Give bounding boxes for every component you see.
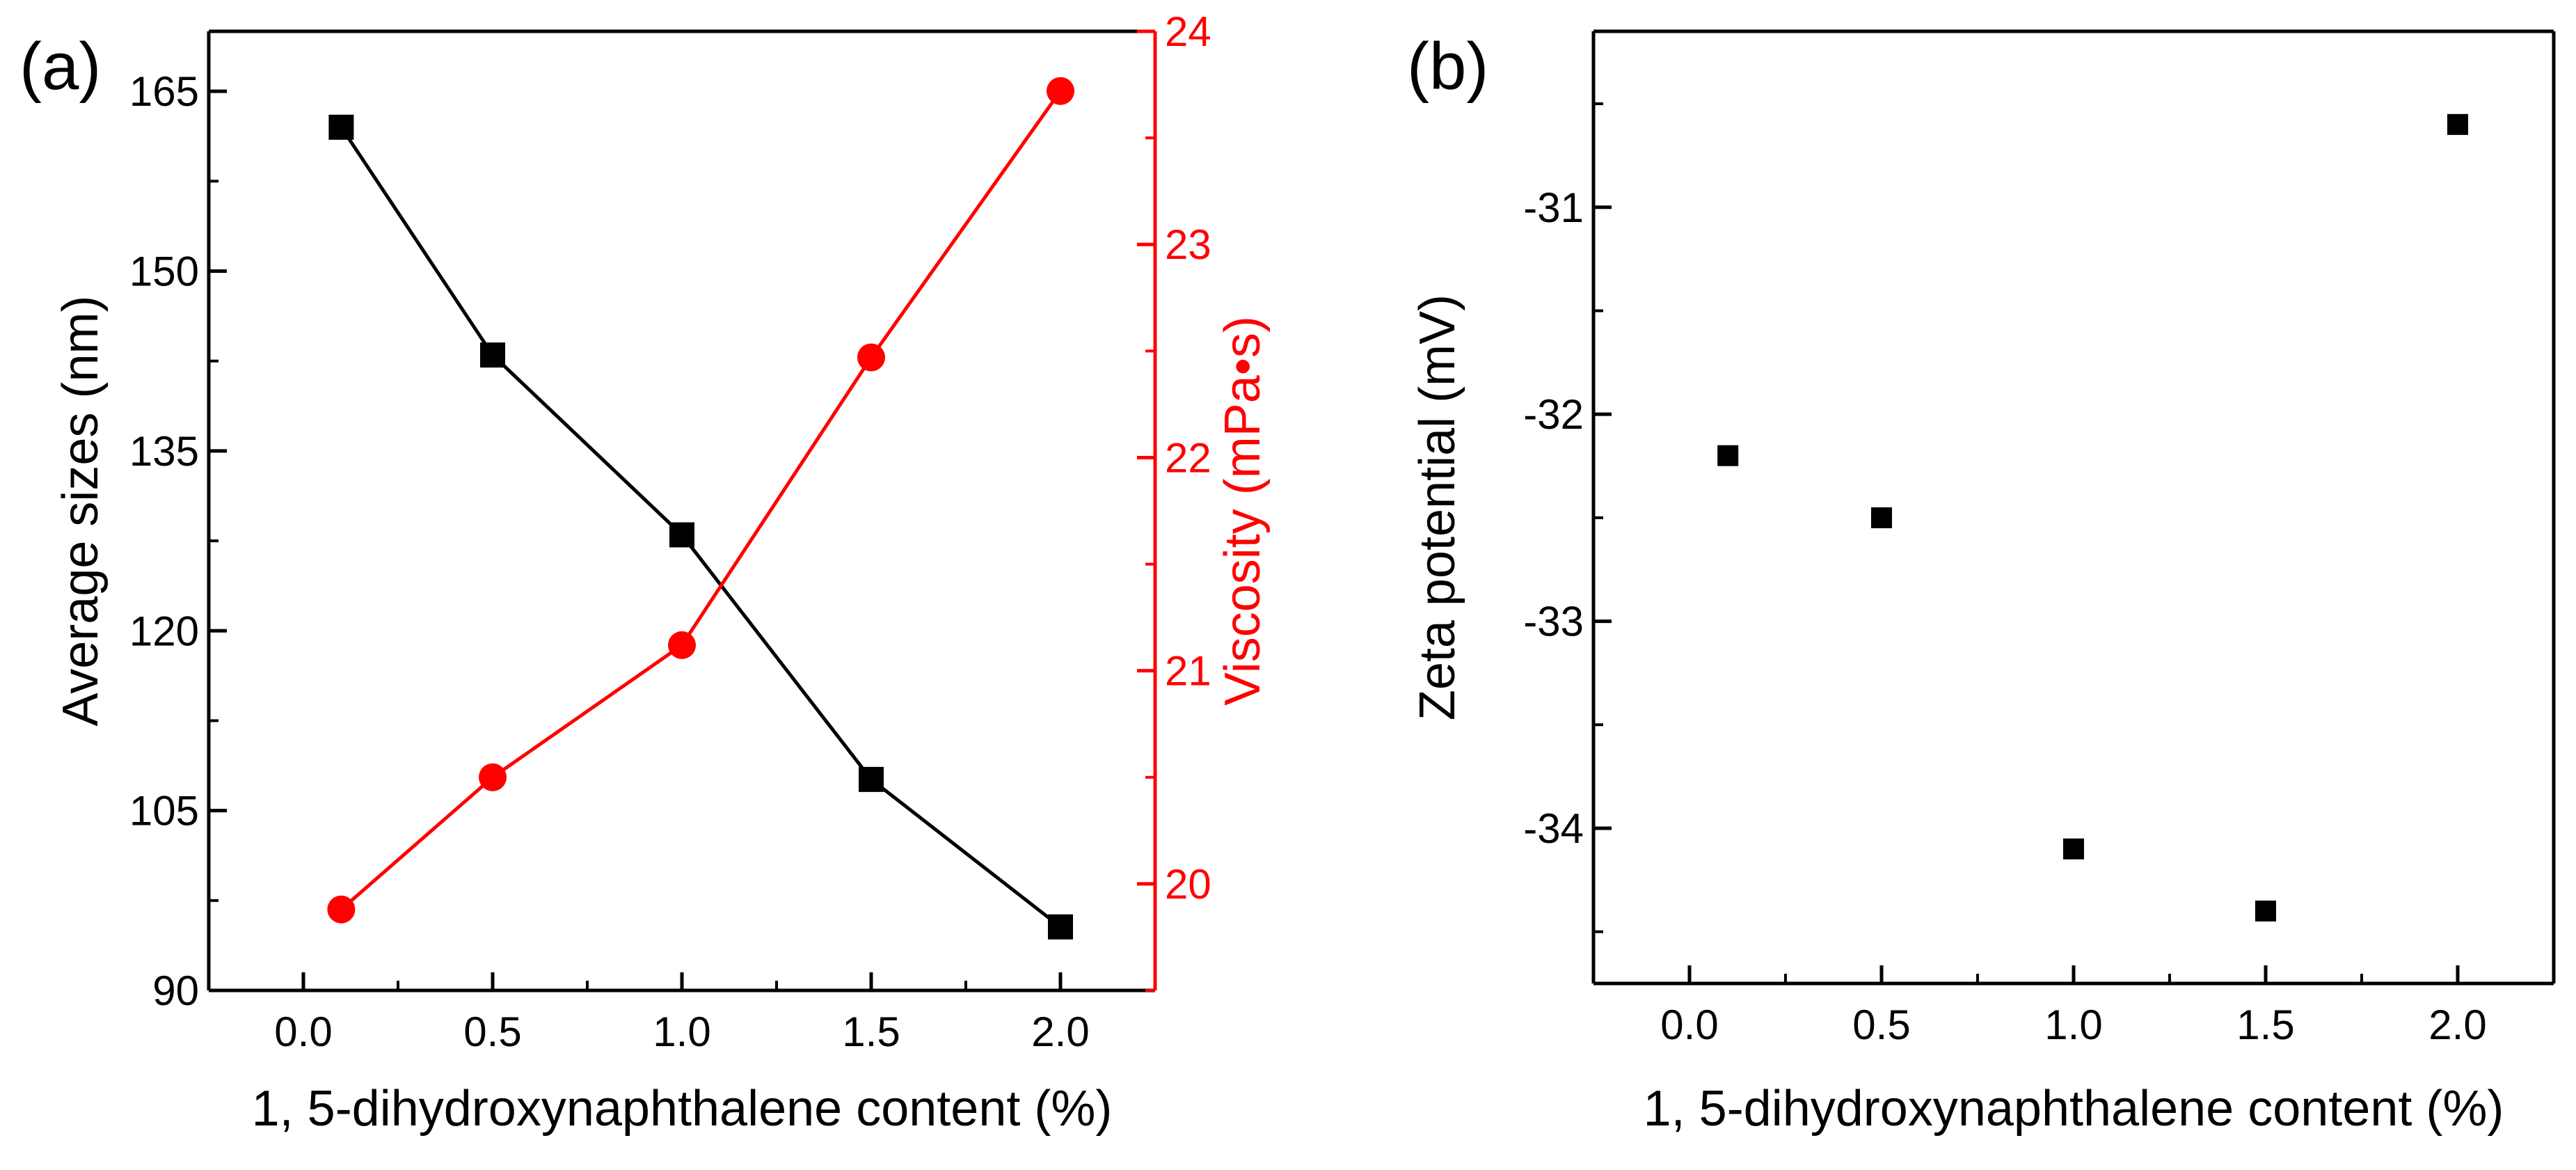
data-point-average-sizes: [859, 766, 884, 792]
data-point-viscosity: [1047, 77, 1074, 105]
x-tick-label: 1.5: [842, 1009, 900, 1055]
y-tick-label: 90: [152, 967, 199, 1014]
x-tick-label: 2.0: [2428, 1002, 2486, 1048]
x-axis-title: 1, 5-dihydroxynaphthalene content (%): [1644, 1081, 2504, 1137]
y-axis-title: Zeta potential (mV): [1410, 294, 1465, 720]
panel-a-label: (a): [19, 29, 101, 104]
y-tick-label: 135: [129, 428, 199, 475]
data-point-average-sizes: [1048, 914, 1073, 940]
y2-tick-label: 21: [1165, 648, 1211, 695]
x-tick-label: 1.0: [2044, 1002, 2102, 1048]
x-tick-label: 0.5: [1852, 1002, 1910, 1048]
y-axis-title: Average sizes (nm): [53, 296, 109, 727]
panel-b-label: (b): [1407, 29, 1488, 104]
data-point-viscosity: [479, 763, 507, 791]
y-tick-label: -34: [1523, 805, 1584, 852]
x-tick-label: 0.0: [274, 1009, 332, 1055]
x-tick-label: 0.5: [463, 1009, 521, 1055]
y2-tick-label: 23: [1165, 221, 1211, 268]
data-point-zeta-potential: [1717, 445, 1739, 466]
y-tick-label: -31: [1523, 184, 1584, 231]
panel-b: (b) 0.0 0.5 1.0 1.5 2.0 -34 -33 -32 -31 1, 5-dihy…: [1407, 29, 2556, 1137]
data-point-zeta-potential: [2255, 900, 2276, 922]
y-tick-label: 165: [129, 68, 199, 115]
y-tick-label: -32: [1523, 391, 1584, 438]
data-point-viscosity: [857, 343, 885, 372]
y-tick-label: -33: [1523, 599, 1584, 645]
x-tick-label: 1.5: [2236, 1002, 2294, 1048]
y-tick-label: 150: [129, 248, 199, 295]
y-tick-label: 120: [129, 608, 199, 654]
data-point-zeta-potential: [2063, 838, 2084, 860]
x-tick-label: 0.0: [1660, 1002, 1718, 1048]
y2-tick-label: 24: [1165, 8, 1211, 55]
data-point-zeta-potential: [2447, 113, 2468, 135]
data-point-viscosity: [668, 631, 696, 659]
data-point-zeta-potential: [1871, 507, 1892, 528]
y2-tick-label: 22: [1165, 434, 1211, 481]
data-point-average-sizes: [669, 522, 694, 548]
x-tick-label: 1.0: [653, 1009, 710, 1055]
data-point-average-sizes: [328, 114, 354, 140]
data-point-viscosity: [327, 895, 356, 924]
series-line-average-sizes: [340, 126, 1062, 928]
y-tick-label: 105: [129, 788, 199, 835]
x-axis-title: 1, 5-dihydroxynaphthalene content (%): [252, 1081, 1113, 1137]
y2-tick-label: 20: [1165, 861, 1211, 908]
y2-axis-title: Viscosity (mPa•s): [1215, 316, 1271, 706]
x-tick-label: 2.0: [1031, 1009, 1089, 1055]
panel-a: (a) 0.0 0.5 1.0 1.5 2.0 90 105 120 135 150 165 20 21…: [19, 8, 1271, 1137]
series-line-viscosity: [340, 90, 1063, 911]
data-point-average-sizes: [480, 342, 505, 368]
